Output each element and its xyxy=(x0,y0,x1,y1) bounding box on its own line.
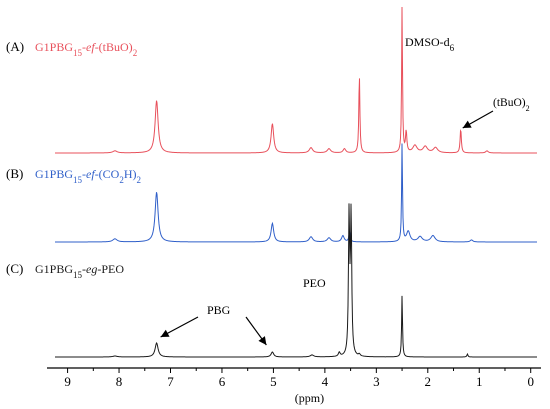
x-tick-label: 0 xyxy=(527,374,534,389)
spectrum-line-b xyxy=(55,143,537,243)
x-tick-label: 6 xyxy=(219,374,226,389)
x-tick-label: 3 xyxy=(373,374,380,389)
spectra-traces xyxy=(55,7,537,358)
x-axis-label: (ppm) xyxy=(295,391,324,405)
series-tag-a: (A) xyxy=(6,39,24,54)
x-tick-label: 4 xyxy=(322,374,329,389)
arrow-tbuo-head xyxy=(462,120,472,128)
x-tick-label: 9 xyxy=(64,374,71,389)
arrow-pbg-ch-head xyxy=(258,336,267,345)
peak-annotations: DMSO-d6 (tBuO)2 PEO PBG xyxy=(160,35,530,346)
series-name-c: G1PBG15-eg-PEO xyxy=(35,262,124,280)
x-tick-label: 1 xyxy=(476,374,483,389)
spectrum-line-c xyxy=(55,203,537,358)
x-tick-label: 5 xyxy=(270,374,277,389)
x-axis: 9 8 7 6 5 4 3 2 1 0 (ppm) xyxy=(47,367,541,405)
annotation-dmso: DMSO-d6 xyxy=(405,35,455,53)
annotation-pbg: PBG xyxy=(207,303,231,317)
arrow-pbg-aromatic-head xyxy=(160,329,170,337)
series-name-b: G1PBG15-ef-(CO2H)2 xyxy=(35,167,141,185)
series-tag-b: (B) xyxy=(6,166,23,181)
annotation-peo: PEO xyxy=(303,276,326,290)
x-tick-label: 2 xyxy=(425,374,432,389)
spectrum-labels: (A) G1PBG15-ef-(tBuO)2 (B) G1PBG15-ef-(CO2H… xyxy=(6,39,141,280)
x-tick-label: 7 xyxy=(167,374,174,389)
series-name-a: G1PBG15-ef-(tBuO)2 xyxy=(35,40,137,58)
annotation-tbuo: (tBuO)2 xyxy=(493,97,530,113)
x-tick-label: 8 xyxy=(116,374,123,389)
spectrum-line-a xyxy=(55,7,537,154)
series-tag-c: (C) xyxy=(6,261,23,276)
